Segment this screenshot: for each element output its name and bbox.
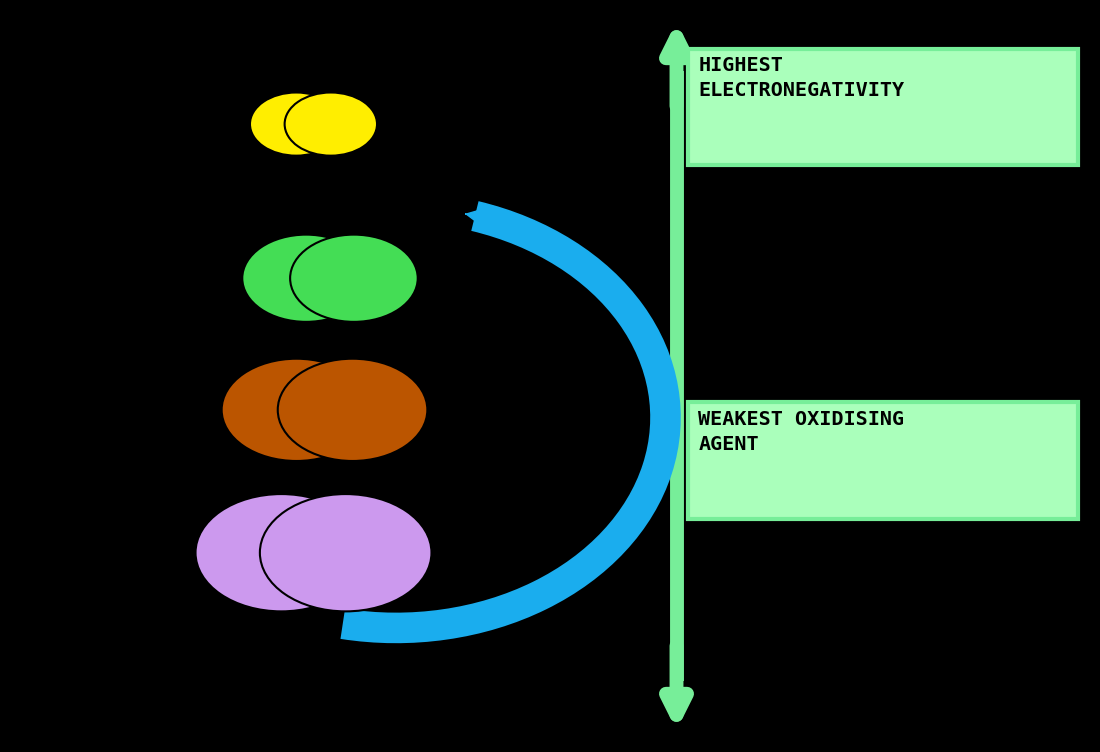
Circle shape [196, 494, 367, 611]
Circle shape [277, 359, 427, 461]
FancyBboxPatch shape [688, 49, 1078, 165]
Circle shape [221, 359, 371, 461]
Circle shape [285, 92, 377, 156]
Circle shape [242, 235, 370, 322]
Circle shape [250, 92, 342, 156]
Circle shape [260, 494, 431, 611]
Text: WEAKEST OXIDISING
AGENT: WEAKEST OXIDISING AGENT [698, 410, 904, 454]
Text: HIGHEST
ELECTRONEGATIVITY: HIGHEST ELECTRONEGATIVITY [698, 56, 904, 101]
FancyBboxPatch shape [688, 402, 1078, 519]
Circle shape [290, 235, 418, 322]
